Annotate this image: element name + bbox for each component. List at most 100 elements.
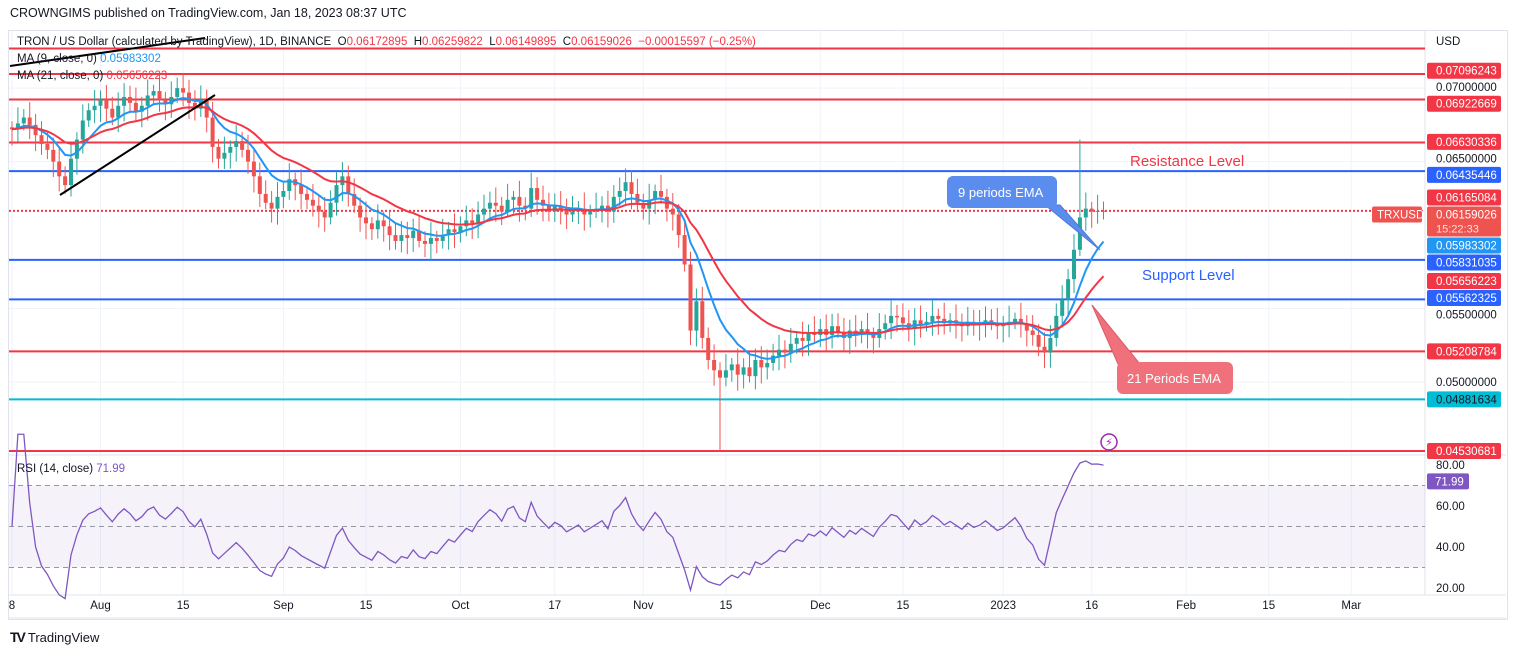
candle-body — [387, 226, 392, 236]
candle-body — [930, 315, 935, 322]
candle-body — [287, 179, 292, 191]
candle-body — [1018, 318, 1023, 324]
trend-line — [9, 37, 206, 67]
price-tick-label: 0.07000000 — [1436, 82, 1497, 94]
price-level-tag-text: 0.06922669 — [1436, 99, 1497, 111]
candle-body — [269, 202, 274, 209]
candle-body — [246, 149, 250, 162]
symbol-tag — [1372, 206, 1422, 223]
candle-body — [251, 161, 256, 177]
candle-body — [924, 321, 929, 325]
rsi-band — [9, 485, 1425, 568]
lightning-icon: ⚡ — [1100, 433, 1118, 451]
candle-body — [1083, 208, 1088, 218]
time-tick-label: 8 — [9, 600, 15, 612]
rsi-legend[interactable]: RSI (14, close) 71.99 — [17, 463, 125, 475]
candle-body — [275, 196, 280, 209]
time-tick-label: Dec — [810, 600, 831, 612]
candle-body — [405, 235, 410, 239]
candle-body — [871, 333, 876, 338]
candle-body — [446, 229, 451, 236]
candle-body — [523, 205, 528, 209]
price-level-tag — [1427, 290, 1501, 307]
candle-body — [546, 205, 551, 212]
ma21-legend[interactable]: MA (21, close, 0) 0.05656223 — [17, 70, 167, 82]
countdown-text: 15:22:33 — [1436, 223, 1479, 235]
low-value: 0.06149895 — [495, 36, 557, 48]
high-label: H — [413, 36, 423, 48]
candle-body — [352, 193, 357, 206]
price-tag-text: 0.06159026 — [1436, 209, 1497, 221]
candle-body — [653, 190, 658, 200]
candle-body — [611, 196, 616, 212]
candle-body — [564, 208, 569, 215]
rsi-value: 71.99 — [96, 463, 126, 475]
price-level-tag-text: 0.06630336 — [1436, 137, 1497, 149]
price-level-tag-text: 0.05208784 — [1436, 346, 1497, 358]
candle-body — [487, 202, 492, 209]
candle-body — [718, 370, 722, 378]
price-level-tag-text: 0.07096243 — [1436, 66, 1497, 78]
candle-body — [700, 301, 705, 338]
candle-body — [234, 141, 239, 147]
candle-body — [51, 149, 56, 162]
price-tag — [1427, 206, 1501, 237]
candle-body — [900, 317, 905, 324]
price-tag-text: 0.05983302 — [1436, 240, 1497, 252]
candle-body — [151, 91, 156, 96]
candle-body — [1072, 249, 1076, 280]
candle-body — [629, 182, 634, 194]
candle-body — [1101, 210, 1106, 212]
candle-body — [800, 337, 805, 341]
candle-body — [765, 362, 770, 368]
ma9-label: MA (9, close, 0) — [17, 53, 97, 65]
low-label: L — [489, 36, 496, 48]
candle-body — [499, 205, 504, 212]
candle-body — [623, 182, 628, 191]
candle-body — [1048, 337, 1053, 353]
candle-body — [830, 326, 835, 336]
price-level-tag — [1427, 62, 1501, 79]
price-tag — [1427, 237, 1501, 254]
candle-body — [753, 359, 758, 377]
time-tick-label: 15 — [897, 600, 910, 612]
candle-body — [806, 332, 811, 341]
candle-body — [417, 230, 422, 241]
candle-body — [1060, 299, 1065, 316]
high-value: 0.06259822 — [422, 36, 483, 48]
candle-body — [723, 370, 728, 378]
tradingview-logo-text: TradingView — [27, 629, 100, 645]
candle-body — [175, 88, 180, 97]
candle-body — [128, 96, 132, 103]
candle-body — [794, 337, 799, 344]
ema21-callout — [1117, 362, 1233, 394]
tradingview-logo[interactable]: TV TradingView — [10, 629, 99, 645]
candle-body — [1024, 323, 1029, 331]
price-level-tag-text: 0.05562325 — [1436, 293, 1497, 305]
candle-body — [505, 199, 510, 212]
candle-body — [411, 230, 416, 239]
close-label: C — [562, 36, 572, 48]
price-level-tag-text: 0.04881634 — [1436, 394, 1497, 406]
time-tick-label: Feb — [1176, 600, 1196, 612]
price-tick-label: 0.05000000 — [1436, 377, 1497, 389]
ema21-callout-pointer — [1091, 304, 1142, 365]
candle-body — [169, 96, 174, 105]
candle-body — [74, 139, 79, 159]
candle-body — [257, 176, 262, 194]
candle-body — [157, 91, 162, 100]
candle-body — [529, 188, 534, 209]
candle-body — [222, 152, 227, 159]
price-level-tag — [1427, 442, 1501, 459]
candle-body — [399, 235, 404, 241]
time-tick-label: 16 — [1085, 600, 1098, 612]
candle-body — [216, 146, 221, 159]
candle-body — [80, 120, 85, 140]
candle-body — [458, 226, 463, 233]
candle-body — [841, 332, 846, 338]
ma9-legend[interactable]: MA (9, close, 0) 0.05983302 — [17, 53, 161, 65]
candle-body — [918, 320, 923, 325]
resistance-label: Resistance Level — [1130, 153, 1244, 170]
candle-body — [741, 367, 746, 375]
